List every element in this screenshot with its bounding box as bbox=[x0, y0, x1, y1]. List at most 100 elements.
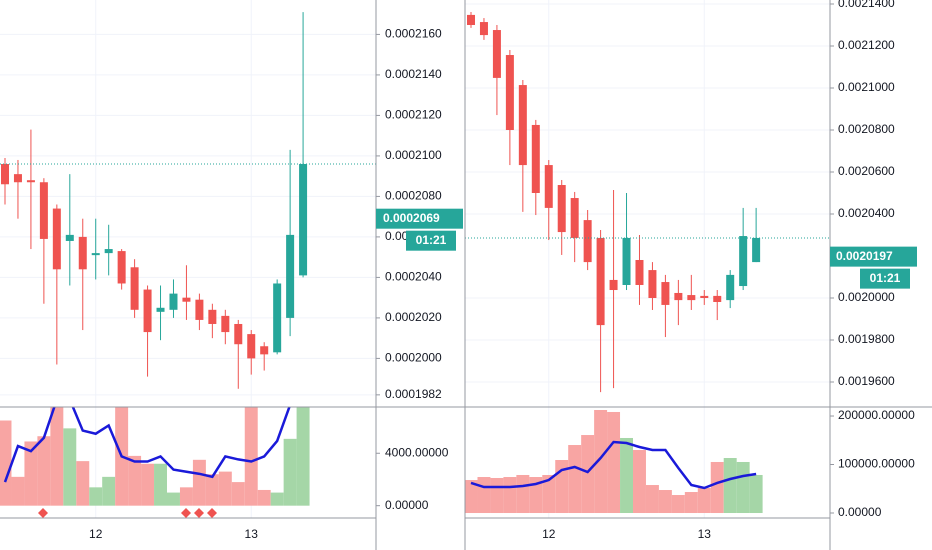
candle-body bbox=[195, 299, 204, 320]
candle-body bbox=[26, 180, 35, 183]
countdown-text: 01:21 bbox=[870, 271, 901, 285]
volume-bar bbox=[283, 438, 297, 506]
y-tick-label: 0.0002000 bbox=[385, 351, 442, 365]
price-badge bbox=[376, 208, 463, 229]
countdown-badge bbox=[406, 230, 456, 251]
signal-marker bbox=[181, 508, 191, 518]
candle-body bbox=[570, 198, 579, 238]
volume-pane bbox=[465, 410, 763, 514]
y-tick-label: 0.0021400 bbox=[838, 0, 895, 10]
volume-bar bbox=[749, 474, 763, 514]
candle-body bbox=[674, 292, 683, 301]
candle-body bbox=[700, 295, 709, 299]
grid-layer bbox=[465, 0, 830, 518]
candle-body bbox=[299, 164, 308, 276]
price-badge-text: 0.0002069 bbox=[383, 211, 440, 225]
volume-bar bbox=[296, 407, 310, 506]
volume-pane bbox=[0, 407, 310, 506]
y-tick-label: 0.0001982 bbox=[385, 387, 442, 401]
candle-body bbox=[143, 289, 152, 333]
y-tick-label: 0.0021200 bbox=[838, 38, 895, 52]
volume-tick-label: 100000.00000 bbox=[838, 457, 915, 471]
volume-bar bbox=[710, 461, 724, 514]
volume-bar bbox=[128, 455, 142, 506]
candle-body bbox=[726, 274, 735, 301]
volume-bar bbox=[671, 495, 685, 514]
volume-bar bbox=[76, 461, 90, 506]
candle-body bbox=[208, 309, 217, 324]
candle-body bbox=[286, 234, 295, 318]
candle-body bbox=[479, 22, 488, 36]
candle-body bbox=[635, 259, 644, 285]
candle-body bbox=[169, 293, 178, 310]
volume-bar bbox=[179, 487, 193, 506]
volume-bar bbox=[633, 450, 646, 514]
countdown-text: 01:21 bbox=[416, 233, 447, 247]
countdown-badge bbox=[860, 268, 910, 289]
volume-bar bbox=[37, 436, 51, 506]
signal-marker bbox=[194, 508, 204, 518]
volume-bar bbox=[684, 492, 698, 514]
candle-body bbox=[104, 249, 113, 254]
y-tick-label: 0.0020600 bbox=[838, 164, 895, 178]
candle-body bbox=[247, 334, 256, 359]
y-tick-label: 0.0002100 bbox=[385, 148, 442, 162]
candle-body bbox=[273, 283, 282, 353]
x-tick-label: 12 bbox=[542, 527, 556, 541]
candle-body bbox=[1, 164, 9, 185]
volume-bar bbox=[503, 477, 517, 514]
candle-body bbox=[52, 208, 61, 270]
volume-bar bbox=[490, 477, 504, 514]
candle-body bbox=[221, 315, 230, 333]
volume-bar bbox=[581, 435, 595, 514]
price-pane bbox=[0, 12, 376, 389]
volume-bar bbox=[205, 474, 219, 506]
candle-body bbox=[687, 295, 696, 301]
volume-tick-label: 4000.00000 bbox=[385, 445, 449, 459]
volume-bar bbox=[167, 492, 180, 506]
candle-body bbox=[557, 185, 566, 233]
volume-bar bbox=[218, 471, 232, 506]
candle-body bbox=[39, 182, 48, 239]
candle-body bbox=[518, 85, 527, 166]
signal-marker bbox=[38, 508, 48, 518]
volume-bar bbox=[658, 490, 672, 514]
y-tick-label: 0.0002080 bbox=[385, 189, 442, 203]
y-tick-label: 0.0020000 bbox=[838, 290, 895, 304]
x-tick-label: 13 bbox=[245, 527, 259, 541]
candle-body bbox=[65, 234, 74, 241]
candle-body bbox=[531, 124, 540, 193]
y-tick-label: 0.0020400 bbox=[838, 206, 895, 220]
candle-body bbox=[78, 236, 87, 270]
candle-body bbox=[130, 267, 139, 310]
y-tick-label: 0.0019800 bbox=[838, 332, 895, 346]
grid-layer bbox=[0, 0, 376, 518]
candle-body bbox=[609, 279, 618, 291]
volume-bar bbox=[231, 482, 245, 506]
volume-bar bbox=[192, 459, 206, 506]
volume-bar bbox=[244, 407, 258, 506]
volume-ma-line bbox=[470, 440, 757, 490]
volume-bar bbox=[102, 476, 116, 506]
volume-bar bbox=[270, 492, 284, 506]
candle-body bbox=[648, 270, 657, 299]
volume-bar bbox=[24, 441, 38, 506]
volume-bar bbox=[11, 476, 25, 506]
x-tick-label: 12 bbox=[89, 527, 103, 541]
volume-bar bbox=[63, 428, 77, 506]
volume-bar bbox=[594, 410, 608, 514]
candle-body bbox=[752, 237, 761, 263]
volume-bar bbox=[542, 474, 556, 514]
candle-body bbox=[596, 237, 605, 326]
volume-ma-line bbox=[3, 407, 291, 483]
volume-bar bbox=[154, 463, 167, 506]
volume-bar bbox=[568, 445, 582, 514]
candle-body bbox=[544, 165, 553, 208]
signal-marker bbox=[207, 508, 217, 518]
volume-bar bbox=[477, 477, 491, 514]
y-tick-label: 0.0002120 bbox=[385, 108, 442, 122]
volume-bar bbox=[645, 485, 659, 514]
volume-bar bbox=[607, 411, 621, 514]
y-tick-label: 0.0002020 bbox=[385, 310, 442, 324]
y-tick-label: 0.0002160 bbox=[385, 27, 442, 41]
